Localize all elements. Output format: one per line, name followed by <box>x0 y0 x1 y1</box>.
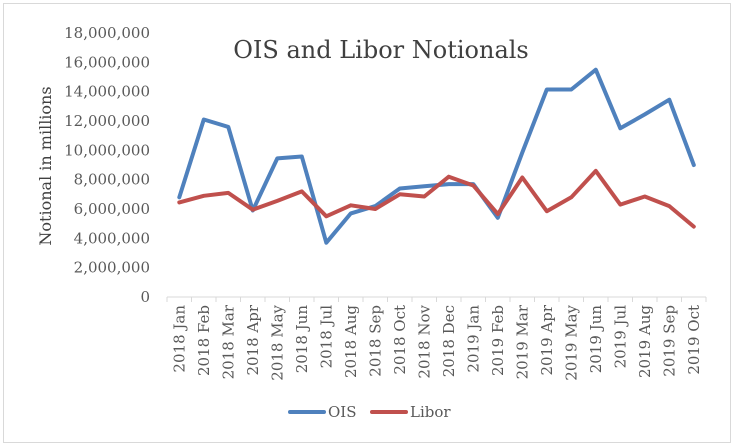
x-tick-label: 2018 Nov <box>415 304 433 378</box>
x-tick-label: 2019 Sep <box>660 305 678 377</box>
y-tick-label: 6,000,000 <box>74 200 150 218</box>
x-tick-label: 2019 Apr <box>538 304 556 375</box>
x-tick-label: 2018 Feb <box>195 305 213 376</box>
y-tick-label: 14,000,000 <box>64 83 150 101</box>
y-tick-label: 2,000,000 <box>74 259 150 277</box>
x-axis-ticks: 2018 Jan 2018 Feb 2018 Mar 2018 Apr 2018 May… <box>166 297 707 381</box>
x-tick-label: 2018 Oct <box>391 305 409 375</box>
x-tick-label: 2018 Aug <box>342 305 360 378</box>
x-tick-label: 2019 May <box>562 304 580 380</box>
x-tick-label: 2018 Jan <box>170 305 188 373</box>
y-axis-label: Notional in millions <box>36 86 55 245</box>
x-tick-label: 2019 Aug <box>636 305 654 378</box>
series-line-ois <box>177 67 696 245</box>
x-tick-label: 2019 Feb <box>489 305 507 376</box>
x-tick-label: 2018 Apr <box>244 304 262 375</box>
x-tick-label: 2019 Mar <box>513 304 531 379</box>
y-tick-label: 18,000,000 <box>64 24 150 42</box>
x-tick-label: 2019 Oct <box>685 305 703 375</box>
y-tick-label: 10,000,000 <box>64 141 150 159</box>
series-layer <box>177 67 696 245</box>
y-tick-label: 0 <box>140 288 150 306</box>
series-line-libor <box>177 168 696 229</box>
chart-frame <box>3 3 731 443</box>
x-tick-label: 2018 Mar <box>219 304 237 379</box>
x-tick-label: 2018 Jun <box>293 305 311 374</box>
legend: OIS Libor <box>288 403 451 421</box>
x-tick-label: 2019 Jul <box>611 305 629 369</box>
y-tick-label: 16,000,000 <box>64 53 150 71</box>
x-tick-label: 2018 Jul <box>317 305 335 369</box>
x-tick-label: 2019 Jan <box>464 305 482 373</box>
x-tick-label: 2018 May <box>268 304 286 380</box>
legend-label-libor: Libor <box>410 403 451 421</box>
x-tick-label: 2019 Jun <box>587 305 605 374</box>
x-tick-label: 2018 Sep <box>366 305 384 377</box>
y-tick-label: 12,000,000 <box>64 112 150 130</box>
legend-label-ois: OIS <box>328 403 357 421</box>
y-tick-label: 4,000,000 <box>74 229 150 247</box>
y-tick-label: 8,000,000 <box>74 171 150 189</box>
x-tick-label: 2018 Dec <box>440 305 458 377</box>
chart-title: OIS and Libor Notionals <box>233 36 529 64</box>
y-axis-ticks: 0 2,000,000 4,000,000 6,000,000 8,000,000 10,… <box>64 24 150 306</box>
